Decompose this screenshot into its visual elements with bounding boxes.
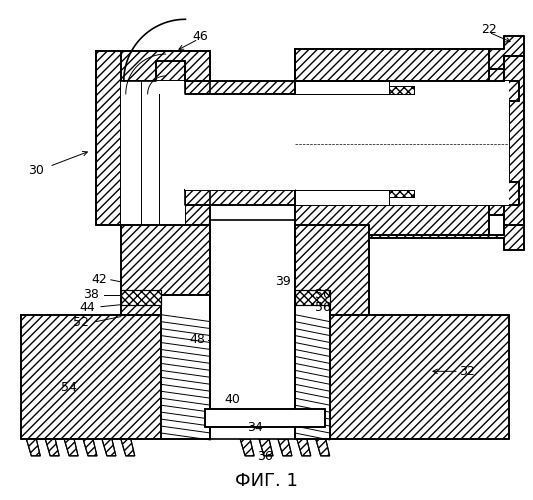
Text: 22: 22: [481, 22, 497, 36]
Polygon shape: [295, 205, 504, 235]
Polygon shape: [121, 439, 135, 456]
Polygon shape: [504, 56, 523, 225]
Text: 56: 56: [315, 301, 330, 314]
Polygon shape: [489, 69, 504, 215]
Text: 50: 50: [314, 288, 330, 301]
Polygon shape: [21, 314, 160, 439]
Text: 30: 30: [28, 164, 44, 177]
Text: 34: 34: [247, 420, 263, 434]
Polygon shape: [205, 409, 325, 427]
Polygon shape: [121, 290, 160, 304]
Polygon shape: [295, 81, 389, 94]
Text: 42: 42: [91, 274, 107, 286]
Polygon shape: [121, 225, 211, 314]
Polygon shape: [295, 225, 523, 250]
Polygon shape: [295, 290, 329, 304]
Text: 32: 32: [459, 365, 475, 378]
Polygon shape: [278, 439, 292, 456]
Text: 44: 44: [79, 301, 95, 314]
Text: 54: 54: [61, 380, 77, 394]
Bar: [295, 81, 508, 205]
Polygon shape: [297, 439, 311, 456]
Bar: [121, 81, 185, 225]
Polygon shape: [64, 439, 78, 456]
Text: 52: 52: [73, 316, 89, 329]
Polygon shape: [504, 81, 519, 205]
Polygon shape: [316, 439, 329, 456]
Polygon shape: [185, 81, 295, 94]
Polygon shape: [102, 439, 116, 456]
Polygon shape: [83, 439, 97, 456]
Text: ФИГ. 1: ФИГ. 1: [235, 472, 297, 490]
Text: 39: 39: [275, 276, 291, 288]
Polygon shape: [26, 439, 41, 456]
Polygon shape: [240, 439, 254, 456]
Text: 38: 38: [83, 288, 99, 301]
Text: 46: 46: [192, 30, 208, 43]
Polygon shape: [45, 439, 59, 456]
Polygon shape: [295, 49, 504, 81]
Polygon shape: [259, 439, 273, 456]
Polygon shape: [329, 314, 508, 439]
Text: 48: 48: [189, 333, 205, 346]
Bar: [185, 94, 295, 190]
Polygon shape: [160, 294, 211, 439]
Polygon shape: [295, 190, 389, 205]
Polygon shape: [96, 51, 211, 225]
Polygon shape: [295, 225, 369, 314]
Polygon shape: [121, 51, 211, 81]
Text: 40: 40: [224, 392, 240, 406]
Polygon shape: [389, 190, 414, 198]
Polygon shape: [185, 190, 295, 205]
Polygon shape: [295, 294, 329, 439]
Text: 36: 36: [257, 450, 273, 464]
Bar: [211, 220, 295, 439]
Polygon shape: [389, 86, 414, 94]
Polygon shape: [295, 36, 523, 81]
